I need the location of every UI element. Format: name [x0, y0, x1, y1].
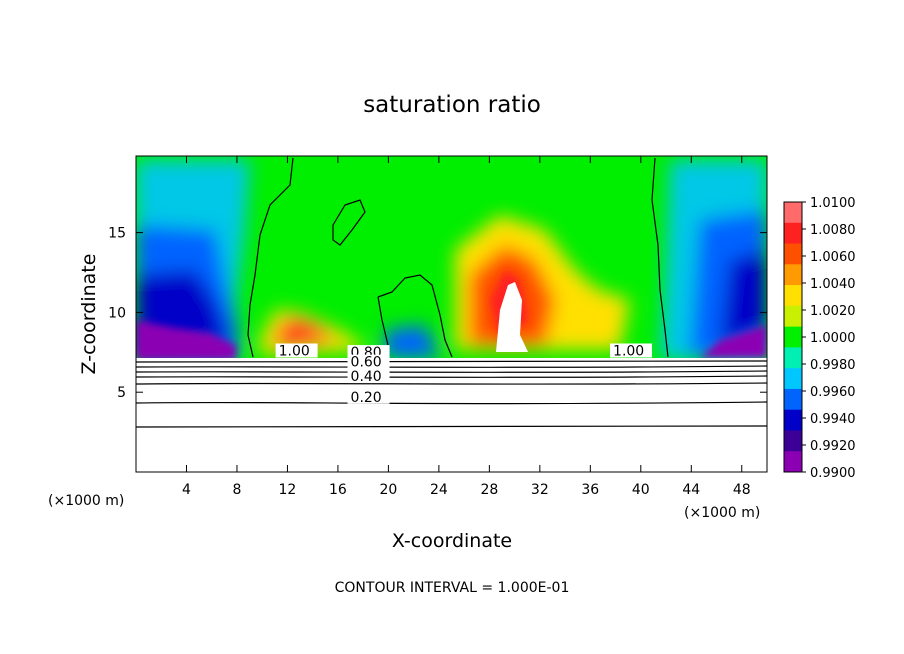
- colorbar-swatch: [784, 285, 802, 307]
- x-tick-label: 32: [531, 482, 549, 498]
- contour-label: 1.00: [613, 343, 644, 359]
- contour-labels: 1.00 0.800.600.400.201.00: [275, 343, 653, 406]
- colorbar-label: 1.0000: [810, 331, 856, 346]
- saturation-field: [136, 156, 767, 472]
- colorbar-swatch: [784, 430, 802, 452]
- colorbar-label: 0.9900: [810, 466, 856, 481]
- y-axis-label: Z-coordinate: [78, 254, 100, 375]
- colorbar-swatch: [784, 202, 802, 224]
- colorbar-swatch: [784, 347, 802, 369]
- contour-label-bg: [347, 369, 390, 384]
- x-tick-label: 36: [581, 482, 599, 498]
- colorbar-swatch: [784, 243, 802, 265]
- colorbar-swatch: [784, 368, 802, 390]
- colorbar-label: 0.9960: [810, 385, 856, 400]
- x-tick-label: 48: [733, 482, 751, 498]
- x-tick-label: 20: [379, 482, 397, 498]
- colorbar-label: 0.9980: [810, 358, 856, 373]
- contour-label: 0.20: [351, 390, 382, 406]
- x-tick-label: 44: [682, 482, 700, 498]
- contour-label-bg: [347, 389, 390, 404]
- colorbar-label: 1.0100: [810, 196, 856, 211]
- y-axis-ticks: 5 10 15: [108, 226, 767, 401]
- y-tick-label: 5: [117, 385, 126, 401]
- x-tick-label: 28: [480, 482, 498, 498]
- contour-label: 0.40: [351, 369, 382, 385]
- x-tick-label: 4: [182, 482, 191, 498]
- colorbar: 1.0100 1.0080 1.0060 1.0040 1.0020 1.0000 0.99…: [783, 196, 856, 481]
- colorbar-label: 1.0060: [810, 250, 856, 265]
- contour-label: 1.00: [279, 343, 310, 359]
- y-tick-label: 15: [108, 226, 126, 242]
- colorbar-label: 1.0020: [810, 304, 856, 319]
- colorbar-swatch: [784, 451, 802, 473]
- plot-area: 1.00 0.800.600.400.201.00: [136, 156, 767, 472]
- x-tick-label: 40: [632, 482, 650, 498]
- colorbar-swatch: [784, 264, 802, 286]
- contour-label: 0.60: [351, 355, 382, 371]
- chart-title: saturation ratio: [363, 92, 541, 118]
- x-tick-label: 12: [279, 482, 297, 498]
- x-tick-label: 16: [329, 482, 347, 498]
- contour-label-bg: [275, 343, 318, 358]
- colorbar-label: 1.0080: [810, 223, 856, 238]
- x-axis-label: X-coordinate: [392, 530, 512, 552]
- colorbar-swatch: [784, 326, 802, 348]
- plot-frame: [135, 155, 768, 473]
- colorbar-label: 0.9920: [810, 439, 856, 454]
- colorbar-swatch: [784, 222, 802, 245]
- x-tick-label: 24: [430, 482, 448, 498]
- colorbar-swatch: [784, 409, 802, 431]
- contour-label-bg: [610, 343, 653, 358]
- colorbar-swatch: [784, 388, 802, 411]
- contour-label-bg: [347, 354, 390, 369]
- colorbar-label: 1.0040: [810, 277, 856, 292]
- colorbar-swatch: [784, 305, 802, 328]
- x-tick-label: 8: [232, 482, 241, 498]
- contour-interval-footer: CONTOUR INTERVAL = 1.000E-01: [335, 580, 570, 596]
- x-unit-left: (×1000 m): [48, 493, 124, 509]
- colorbar-label: 0.9940: [810, 412, 856, 427]
- x-axis-ticks: 4 8 12 16 20 24 28 32 36 40 44 48: [182, 156, 751, 498]
- x-unit-right: (×1000 m): [684, 505, 760, 521]
- y-tick-label: 10: [108, 305, 126, 321]
